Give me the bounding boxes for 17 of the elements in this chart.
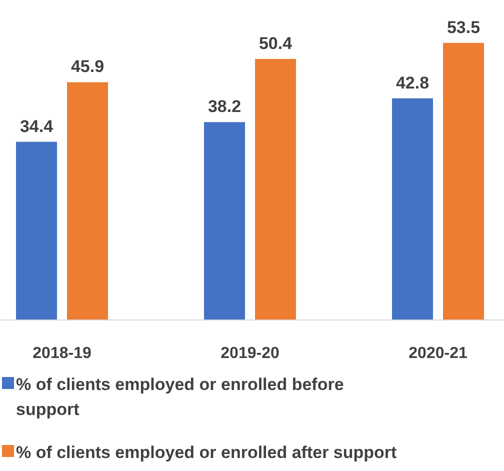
data-label: 50.4 [258,34,293,53]
data-label: 42.8 [396,73,430,92]
data-label: 38.2 [208,97,242,116]
bar [16,142,57,320]
bar [443,42,484,320]
data-label: 53.5 [446,18,480,37]
bar [392,98,433,320]
x-tick-label: 2020-21 [408,345,468,362]
data-label: 45.9 [70,57,104,76]
legend-label: % of clients employed or enrolled after support [16,443,398,462]
x-tick-label: 2018-19 [32,345,92,362]
bar [67,82,108,320]
bar [255,58,296,320]
x-tick-label: 2019-20 [220,345,280,362]
bar [204,122,245,320]
legend-label: % of clients employed or enrolled before support [16,375,344,419]
data-label: 34.4 [20,116,54,136]
